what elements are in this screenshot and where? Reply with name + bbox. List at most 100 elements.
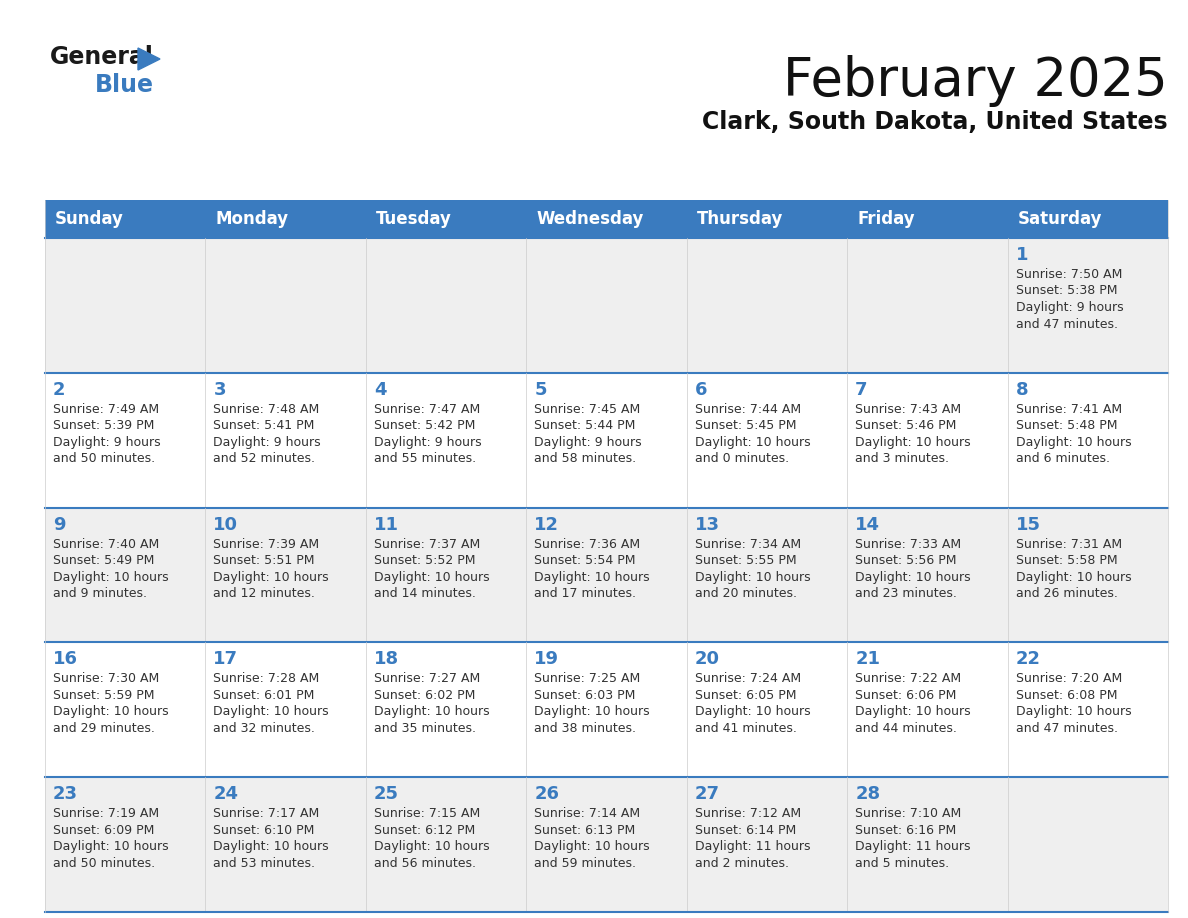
Text: 9: 9	[53, 516, 65, 533]
Text: Sunset: 5:49 PM: Sunset: 5:49 PM	[53, 554, 154, 567]
Text: and 50 minutes.: and 50 minutes.	[53, 856, 156, 869]
Text: and 38 minutes.: and 38 minutes.	[535, 722, 637, 735]
Text: and 58 minutes.: and 58 minutes.	[535, 453, 637, 465]
Text: Sunrise: 7:41 AM: Sunrise: 7:41 AM	[1016, 403, 1121, 416]
Text: Sunset: 6:01 PM: Sunset: 6:01 PM	[214, 688, 315, 702]
Text: 27: 27	[695, 785, 720, 803]
Text: Sunset: 6:08 PM: Sunset: 6:08 PM	[1016, 688, 1117, 702]
Text: 8: 8	[1016, 381, 1028, 398]
Text: Sunrise: 7:45 AM: Sunrise: 7:45 AM	[535, 403, 640, 416]
Text: and 9 minutes.: and 9 minutes.	[53, 588, 147, 600]
Text: Sunrise: 7:37 AM: Sunrise: 7:37 AM	[374, 538, 480, 551]
Text: Sunset: 5:56 PM: Sunset: 5:56 PM	[855, 554, 956, 567]
Text: Daylight: 9 hours: Daylight: 9 hours	[535, 436, 642, 449]
Text: and 53 minutes.: and 53 minutes.	[214, 856, 316, 869]
Text: Daylight: 10 hours: Daylight: 10 hours	[53, 705, 169, 719]
Text: and 59 minutes.: and 59 minutes.	[535, 856, 637, 869]
Text: 18: 18	[374, 650, 399, 668]
Text: 25: 25	[374, 785, 399, 803]
Text: Sunset: 5:48 PM: Sunset: 5:48 PM	[1016, 420, 1117, 432]
Bar	[45, 373, 1168, 508]
Text: Sunset: 5:52 PM: Sunset: 5:52 PM	[374, 554, 475, 567]
Text: Blue: Blue	[95, 73, 154, 97]
Text: Sunset: 5:42 PM: Sunset: 5:42 PM	[374, 420, 475, 432]
Text: Daylight: 10 hours: Daylight: 10 hours	[535, 705, 650, 719]
Text: Friday: Friday	[858, 210, 915, 228]
Text: Daylight: 10 hours: Daylight: 10 hours	[535, 571, 650, 584]
Text: and 17 minutes.: and 17 minutes.	[535, 588, 637, 600]
Text: Sunrise: 7:10 AM: Sunrise: 7:10 AM	[855, 807, 961, 820]
Text: 3: 3	[214, 381, 226, 398]
Text: Sunset: 6:09 PM: Sunset: 6:09 PM	[53, 823, 154, 836]
Text: Sunrise: 7:12 AM: Sunrise: 7:12 AM	[695, 807, 801, 820]
Text: and 56 minutes.: and 56 minutes.	[374, 856, 476, 869]
Text: and 26 minutes.: and 26 minutes.	[1016, 588, 1118, 600]
Text: Sunset: 6:13 PM: Sunset: 6:13 PM	[535, 823, 636, 836]
Text: and 29 minutes.: and 29 minutes.	[53, 722, 154, 735]
Text: Daylight: 10 hours: Daylight: 10 hours	[53, 840, 169, 853]
Text: and 14 minutes.: and 14 minutes.	[374, 588, 475, 600]
Text: Sunrise: 7:44 AM: Sunrise: 7:44 AM	[695, 403, 801, 416]
Text: Sunset: 6:10 PM: Sunset: 6:10 PM	[214, 823, 315, 836]
Text: and 0 minutes.: and 0 minutes.	[695, 453, 789, 465]
Text: Sunrise: 7:20 AM: Sunrise: 7:20 AM	[1016, 672, 1121, 686]
Text: Thursday: Thursday	[696, 210, 783, 228]
Text: Sunrise: 7:36 AM: Sunrise: 7:36 AM	[535, 538, 640, 551]
Text: 16: 16	[53, 650, 78, 668]
Polygon shape	[138, 48, 160, 70]
Text: Sunset: 6:16 PM: Sunset: 6:16 PM	[855, 823, 956, 836]
Text: and 52 minutes.: and 52 minutes.	[214, 453, 316, 465]
Text: Sunrise: 7:27 AM: Sunrise: 7:27 AM	[374, 672, 480, 686]
Text: Daylight: 10 hours: Daylight: 10 hours	[1016, 571, 1131, 584]
Text: 15: 15	[1016, 516, 1041, 533]
Text: 7: 7	[855, 381, 867, 398]
Text: Sunset: 6:14 PM: Sunset: 6:14 PM	[695, 823, 796, 836]
Text: Daylight: 10 hours: Daylight: 10 hours	[53, 571, 169, 584]
Text: Clark, South Dakota, United States: Clark, South Dakota, United States	[702, 110, 1168, 134]
Text: Daylight: 10 hours: Daylight: 10 hours	[374, 571, 489, 584]
Text: 10: 10	[214, 516, 239, 533]
Text: 26: 26	[535, 785, 560, 803]
Bar	[45, 200, 1168, 238]
Text: 28: 28	[855, 785, 880, 803]
Text: and 3 minutes.: and 3 minutes.	[855, 453, 949, 465]
Text: Sunset: 5:46 PM: Sunset: 5:46 PM	[855, 420, 956, 432]
Text: Sunset: 5:38 PM: Sunset: 5:38 PM	[1016, 285, 1117, 297]
Text: Sunset: 6:05 PM: Sunset: 6:05 PM	[695, 688, 796, 702]
Text: Sunrise: 7:15 AM: Sunrise: 7:15 AM	[374, 807, 480, 820]
Text: Sunrise: 7:28 AM: Sunrise: 7:28 AM	[214, 672, 320, 686]
Text: and 35 minutes.: and 35 minutes.	[374, 722, 476, 735]
Text: 24: 24	[214, 785, 239, 803]
Bar	[45, 643, 1168, 778]
Text: Sunrise: 7:49 AM: Sunrise: 7:49 AM	[53, 403, 159, 416]
Text: Sunrise: 7:40 AM: Sunrise: 7:40 AM	[53, 538, 159, 551]
Text: 1: 1	[1016, 246, 1028, 264]
Text: Daylight: 10 hours: Daylight: 10 hours	[1016, 705, 1131, 719]
Text: Daylight: 10 hours: Daylight: 10 hours	[695, 571, 810, 584]
Text: and 47 minutes.: and 47 minutes.	[1016, 318, 1118, 330]
Text: 11: 11	[374, 516, 399, 533]
Text: and 6 minutes.: and 6 minutes.	[1016, 453, 1110, 465]
Text: Sunset: 5:45 PM: Sunset: 5:45 PM	[695, 420, 796, 432]
Text: General: General	[50, 45, 154, 69]
Text: 20: 20	[695, 650, 720, 668]
Text: Sunrise: 7:22 AM: Sunrise: 7:22 AM	[855, 672, 961, 686]
Text: Daylight: 10 hours: Daylight: 10 hours	[214, 840, 329, 853]
Text: Daylight: 10 hours: Daylight: 10 hours	[695, 436, 810, 449]
Text: Sunrise: 7:39 AM: Sunrise: 7:39 AM	[214, 538, 320, 551]
Text: Daylight: 9 hours: Daylight: 9 hours	[53, 436, 160, 449]
Text: Sunrise: 7:47 AM: Sunrise: 7:47 AM	[374, 403, 480, 416]
Text: Sunrise: 7:19 AM: Sunrise: 7:19 AM	[53, 807, 159, 820]
Text: 21: 21	[855, 650, 880, 668]
Text: 5: 5	[535, 381, 546, 398]
Text: and 20 minutes.: and 20 minutes.	[695, 588, 797, 600]
Text: Sunset: 6:06 PM: Sunset: 6:06 PM	[855, 688, 956, 702]
Text: Daylight: 9 hours: Daylight: 9 hours	[1016, 301, 1123, 314]
Text: and 5 minutes.: and 5 minutes.	[855, 856, 949, 869]
Text: Sunrise: 7:30 AM: Sunrise: 7:30 AM	[53, 672, 159, 686]
Text: Daylight: 9 hours: Daylight: 9 hours	[214, 436, 321, 449]
Text: and 55 minutes.: and 55 minutes.	[374, 453, 476, 465]
Text: and 32 minutes.: and 32 minutes.	[214, 722, 315, 735]
Text: Sunset: 6:12 PM: Sunset: 6:12 PM	[374, 823, 475, 836]
Text: 17: 17	[214, 650, 239, 668]
